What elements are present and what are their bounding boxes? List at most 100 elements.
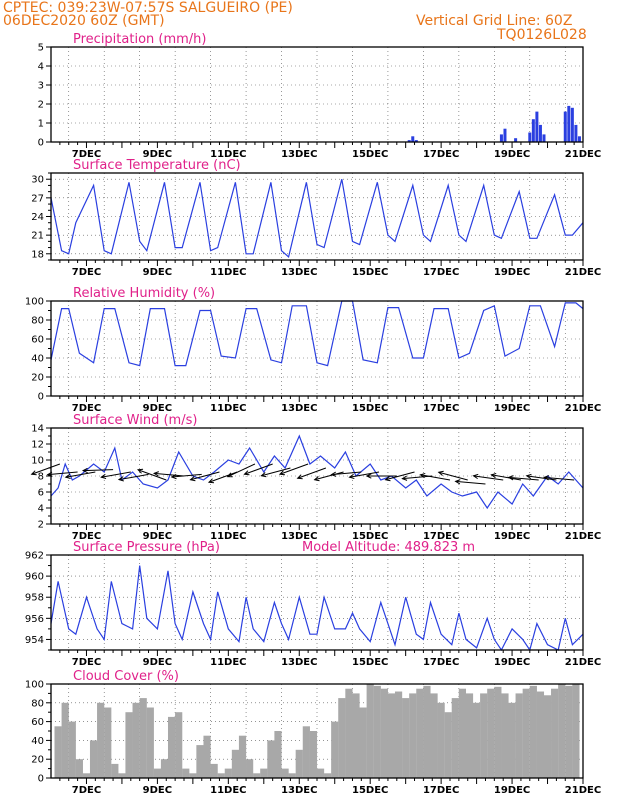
cloud-bar: [473, 702, 481, 778]
precip-bar: [574, 124, 578, 142]
cloud-bar: [75, 759, 83, 778]
precip-bar: [411, 136, 415, 142]
x-tick-label: 7DEC: [72, 149, 101, 160]
wind-arrow-head: [117, 476, 124, 482]
cloud-bar: [409, 693, 417, 778]
x-tick-label: 15DEC: [352, 267, 388, 278]
wind-arrow: [455, 480, 486, 485]
cloud-bar: [203, 735, 211, 778]
cloud-bar: [61, 702, 69, 778]
cloud-bar: [104, 707, 112, 778]
y-tick-label: 60: [31, 717, 44, 728]
y-tick-label: 0: [38, 392, 44, 403]
y-tick-label: 4: [38, 62, 44, 73]
x-tick-label: 7DEC: [72, 657, 101, 668]
cloud-bar: [253, 773, 261, 778]
x-tick-label: 11DEC: [210, 403, 246, 414]
y-tick-label: 24: [31, 212, 44, 223]
y-tick-label: 18: [31, 249, 44, 260]
wind-arrow-head: [30, 470, 37, 476]
cloud-bar: [167, 716, 176, 778]
precip-bar: [570, 107, 574, 142]
station-header: CPTEC: 039:23W-07:57S SALGUEIRO (PE): [3, 0, 293, 16]
x-tick-label: 21DEC: [565, 403, 601, 414]
cloud-bar: [54, 726, 62, 778]
wind-arrow: [118, 473, 149, 481]
wind-arrow-head: [152, 471, 159, 477]
x-tick-label: 17DEC: [423, 149, 459, 160]
cloud-bar: [558, 684, 566, 778]
x-tick-label: 13DEC: [281, 531, 317, 542]
y-tick-label: 20: [31, 755, 44, 766]
wind-arrow-head: [278, 470, 285, 476]
wind-arrow-head: [490, 472, 497, 479]
x-tick-label: 11DEC: [210, 531, 246, 542]
run-date-header: 06DEC2020 60Z (GMT): [3, 13, 165, 29]
wind-arrow-head: [100, 473, 107, 480]
cloud-bar: [331, 721, 339, 778]
precip-bar: [528, 132, 532, 142]
x-tick-label: 9DEC: [143, 785, 172, 796]
wind-arrow-head: [296, 474, 303, 480]
series-line: [50, 434, 584, 510]
y-tick-label: 10: [31, 456, 44, 467]
cloud-bar: [402, 698, 410, 778]
x-tick-label: 7DEC: [72, 267, 101, 278]
wind-arrow-head: [507, 475, 514, 481]
cloud-bar: [345, 688, 353, 778]
x-tick-label: 7DEC: [72, 531, 101, 542]
cloud-bar: [430, 693, 438, 778]
wind-arrow: [349, 471, 380, 478]
x-tick-label: 13DEC: [281, 785, 317, 796]
x-tick-label: 19DEC: [494, 267, 530, 278]
cloud-bar: [572, 684, 580, 778]
cloud-bar: [97, 702, 105, 778]
wind-arrow: [314, 471, 344, 481]
precip-bar: [567, 105, 571, 142]
x-tick-label: 9DEC: [143, 657, 172, 668]
wind-arrow: [83, 469, 114, 472]
y-tick-label: 8: [38, 472, 44, 483]
wind-arrow: [420, 474, 451, 481]
y-tick-label: 960: [25, 572, 44, 583]
wind-arrow-head: [64, 473, 71, 480]
cloud-bar: [394, 691, 403, 778]
precip-bar: [535, 111, 539, 142]
x-tick-label: 17DEC: [423, 657, 459, 668]
y-tick-label: 30: [31, 175, 44, 186]
cloud-bar: [295, 749, 303, 778]
y-tick-label: 0: [38, 138, 44, 149]
cloud-bar: [302, 726, 310, 778]
wind-arrow-head: [207, 478, 215, 484]
cloud-bar: [125, 712, 133, 778]
precip-bar: [499, 134, 503, 142]
cloud-bar: [373, 685, 381, 778]
cloud-bar: [139, 698, 147, 778]
wind-arrow: [244, 463, 273, 475]
x-tick-label: 21DEC: [565, 531, 601, 542]
x-tick-label: 11DEC: [210, 785, 246, 796]
x-tick-label: 11DEC: [210, 657, 246, 668]
x-tick-label: 9DEC: [143, 267, 172, 278]
cloud-bar: [487, 688, 495, 778]
wind-arrow: [261, 467, 291, 477]
cloud-bar: [366, 684, 374, 778]
panel-title: Surface Temperature (nC): [73, 158, 241, 173]
x-tick-label: 9DEC: [143, 531, 172, 542]
grid-line-note: Vertical Grid Line: 60Z: [416, 13, 573, 29]
y-tick-label: 20: [31, 373, 44, 384]
wind-arrow: [31, 463, 61, 475]
x-tick-label: 17DEC: [423, 531, 459, 542]
x-tick-label: 9DEC: [143, 149, 172, 160]
wind-arrow: [190, 471, 220, 481]
cloud-bar: [458, 688, 467, 778]
y-tick-label: 80: [31, 316, 44, 327]
x-tick-label: 21DEC: [565, 657, 601, 668]
cloud-bar: [189, 773, 197, 778]
wind-arrow: [491, 474, 522, 481]
cloud-bar: [437, 702, 445, 778]
wind-arrow-head: [260, 472, 267, 478]
cloud-bar: [217, 773, 225, 778]
wind-arrow-head: [189, 476, 196, 482]
